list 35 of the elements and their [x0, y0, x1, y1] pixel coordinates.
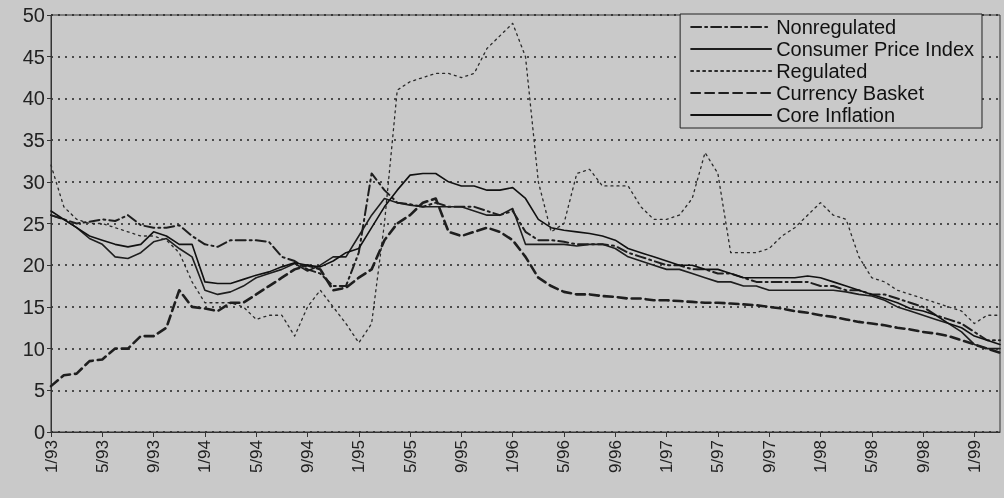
x-tick-label: 5/94 [246, 440, 266, 474]
x-tick-label: 1/93 [41, 440, 61, 474]
y-tick-label: 45 [22, 45, 45, 68]
y-tick-label: 35 [22, 129, 45, 152]
x-tick-label: 5/95 [400, 440, 420, 474]
y-tick-label: 5 [33, 379, 45, 402]
x-tick-label: 1/98 [810, 440, 830, 474]
legend-label: Nonregulated [776, 16, 897, 38]
x-tick-label: 9/98 [913, 440, 933, 474]
x-tick-label: 5/97 [708, 440, 728, 474]
x-tick-label: 9/96 [605, 440, 625, 474]
x-tick-label: 5/96 [554, 440, 574, 474]
y-tick-label: 15 [22, 295, 45, 318]
x-tick-label: 9/95 [451, 440, 471, 474]
legend-label: Currency Basket [776, 82, 925, 104]
x-tick-label: 5/98 [862, 440, 882, 474]
x-tick-label: 9/97 [759, 440, 779, 474]
x-tick-label: 1/99 [964, 440, 984, 474]
x-tick-label: 9/93 [144, 440, 164, 474]
y-tick-label: 10 [22, 337, 45, 360]
y-tick-label: 50 [22, 4, 45, 26]
y-tick-label: 40 [22, 87, 45, 110]
x-tick-label: 1/96 [503, 440, 523, 474]
x-tick-label: 5/93 [92, 440, 112, 474]
legend-label: Consumer Price Index [776, 38, 975, 60]
x-tick-label: 1/97 [657, 440, 677, 474]
y-tick-label: 20 [22, 254, 45, 277]
y-tick-label: 30 [22, 170, 45, 193]
y-tick-label: 0 [33, 421, 45, 443]
x-tick-label: 9/94 [297, 440, 317, 474]
x-tick-label: 1/94 [195, 440, 215, 474]
legend-label: Regulated [776, 60, 868, 82]
x-tick-label: 1/95 [349, 440, 369, 474]
legend-label: Core Inflation [776, 104, 896, 126]
y-tick-label: 25 [22, 212, 45, 235]
